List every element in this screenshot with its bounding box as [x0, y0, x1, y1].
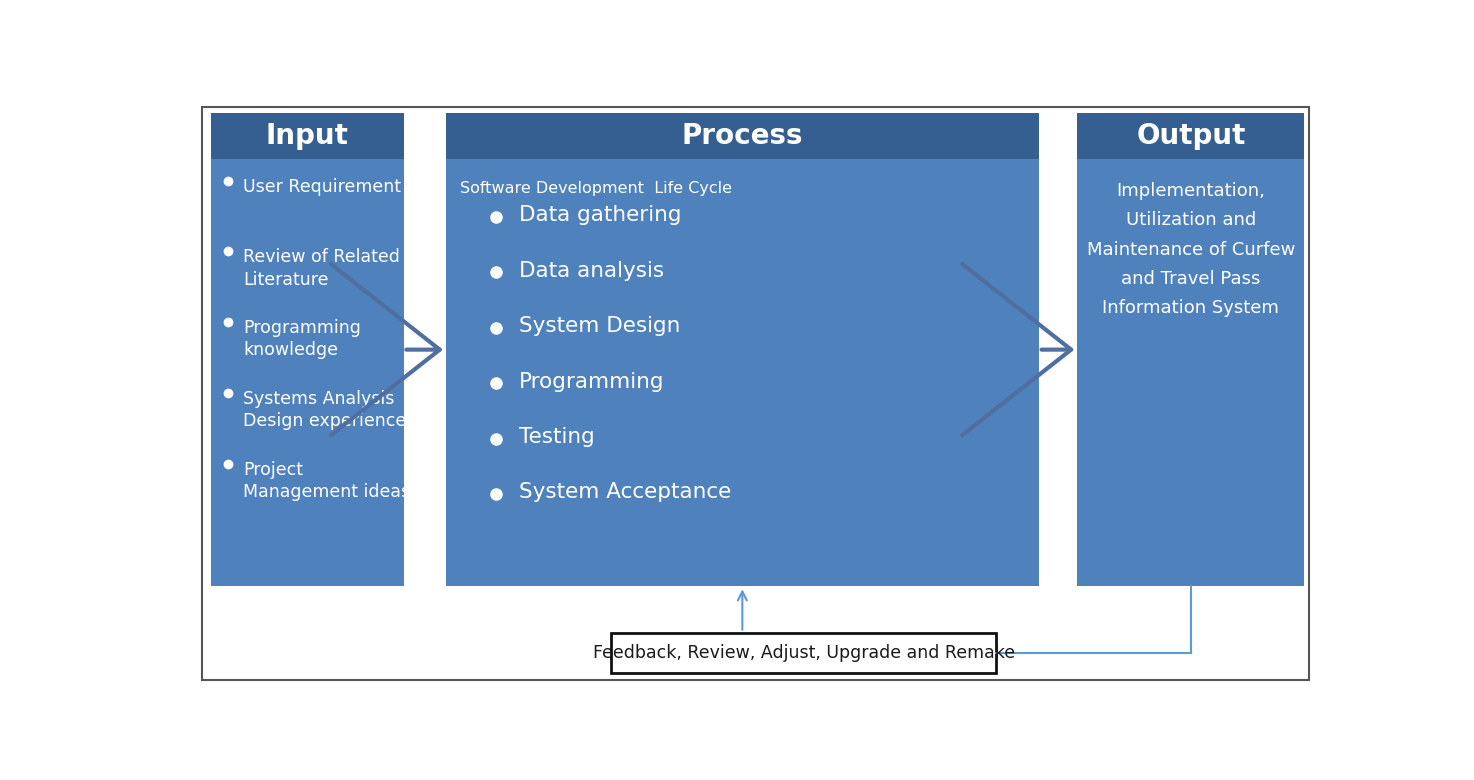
Text: System Design: System Design: [519, 316, 681, 336]
Text: Data gathering: Data gathering: [519, 205, 681, 225]
Text: Project
Management ideas: Project Management ideas: [243, 461, 410, 501]
Text: System Acceptance: System Acceptance: [519, 483, 731, 502]
Text: Systems Analysis
Design experience: Systems Analysis Design experience: [243, 390, 407, 431]
Text: Input: Input: [265, 122, 349, 150]
Text: Software Development  Life Cycle: Software Development Life Cycle: [460, 181, 731, 196]
Bar: [211, 113, 404, 159]
Bar: [612, 633, 996, 672]
Bar: [211, 113, 404, 587]
Bar: [1077, 113, 1304, 587]
Bar: [445, 113, 1039, 587]
Text: Programming: Programming: [519, 371, 665, 392]
Text: Testing: Testing: [519, 427, 595, 447]
Text: Process: Process: [681, 122, 803, 150]
Text: Output: Output: [1136, 122, 1246, 150]
Bar: [1077, 113, 1304, 159]
Text: Review of Related
Literature: Review of Related Literature: [243, 248, 401, 289]
Text: Programming
knowledge: Programming knowledge: [243, 319, 361, 360]
Text: Data analysis: Data analysis: [519, 261, 665, 281]
Text: Feedback, Review, Adjust, Upgrade and Remake: Feedback, Review, Adjust, Upgrade and Re…: [593, 644, 1016, 661]
Text: User Requirement: User Requirement: [243, 178, 401, 196]
Bar: [445, 113, 1039, 159]
Text: Implementation,
Utilization and
Maintenance of Curfew
and Travel Pass
Informatio: Implementation, Utilization and Maintena…: [1086, 183, 1296, 317]
